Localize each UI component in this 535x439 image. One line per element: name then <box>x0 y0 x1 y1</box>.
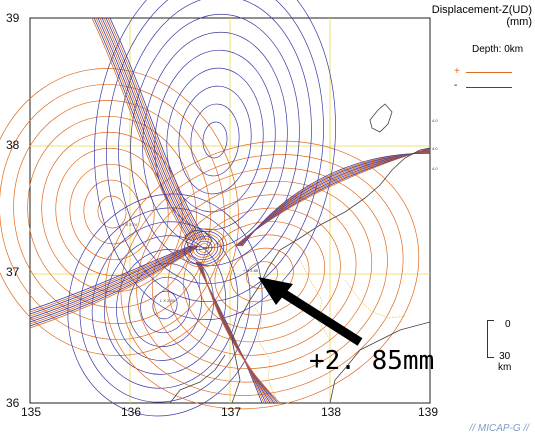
contour-line <box>201 261 281 404</box>
contour-loop <box>104 140 420 410</box>
contour-loop <box>118 0 312 285</box>
svg-text:4.0: 4.0 <box>432 118 438 123</box>
contour-loop <box>97 195 127 229</box>
contour-loop <box>67 193 263 417</box>
contour-line <box>95 17 193 241</box>
contour-loop <box>120 154 404 396</box>
contour-line <box>29 245 194 317</box>
legend-positive-symbol: + <box>454 66 460 77</box>
lon-tick-137: 137 <box>221 405 242 419</box>
contour-loop <box>79 207 251 403</box>
contour-loop <box>106 0 324 303</box>
legend-title-unit: (mm) <box>506 16 532 28</box>
max-displacement-callout: +2. 85mm <box>309 346 435 376</box>
contour-loop <box>195 240 213 256</box>
legend-positive-line <box>466 72 512 73</box>
svg-text:4.0: 4.0 <box>432 166 438 171</box>
scale-bar <box>487 320 494 358</box>
coastline <box>169 103 431 404</box>
lat-tick-39: 39 <box>6 11 20 25</box>
contour-line <box>29 245 192 313</box>
contour-loop <box>83 179 141 245</box>
contour-loop <box>192 238 216 258</box>
contour-loop <box>166 67 264 213</box>
contour-loop <box>190 103 240 177</box>
legend-depth: Depth: 0km <box>472 44 524 55</box>
contour-line <box>99 17 197 241</box>
contour-loop <box>41 131 183 293</box>
lon-tick-138: 138 <box>321 405 342 419</box>
contour-loop <box>180 228 228 268</box>
contour-loop <box>69 163 155 261</box>
contour-lines <box>0 0 431 417</box>
contour-loop <box>230 247 294 303</box>
contour-line <box>93 17 191 241</box>
prefecture-borders <box>249 259 406 404</box>
contour-loop <box>0 68 239 356</box>
contour-line <box>29 245 198 325</box>
lon-tick-135: 135 <box>21 405 42 419</box>
callout-arrow <box>258 277 363 346</box>
svg-text:L X 2.85: L X 2.85 <box>160 298 176 303</box>
lat-tick-38: 38 <box>6 138 20 152</box>
footer-brand: // MICAP-G // <box>469 423 529 434</box>
contour-loop <box>140 276 190 334</box>
contour-line <box>109 17 207 241</box>
svg-text:4.0: 4.0 <box>432 146 438 151</box>
contour-line <box>103 17 201 241</box>
contour-line <box>29 245 193 315</box>
contour-line <box>29 245 195 319</box>
contour-loop <box>142 31 288 249</box>
scale-bar-bottom-unit: km <box>498 362 512 373</box>
contour-line <box>105 17 203 241</box>
contour-loop <box>183 207 341 343</box>
scale-bar-top-label: 0 <box>505 319 511 330</box>
contour-line <box>29 245 200 329</box>
contour-line <box>241 152 431 247</box>
contour-line <box>101 17 199 241</box>
contour-loop <box>136 167 388 383</box>
contour-loop <box>202 121 228 159</box>
legend-negative-line <box>466 87 512 88</box>
scale-bar-bottom-value: 30 <box>499 351 511 362</box>
contour-loop <box>167 194 357 356</box>
legend-negative-symbol: - <box>454 80 458 91</box>
lon-tick-136: 136 <box>121 405 142 419</box>
legend-title-main: Displacement-Z(UD) <box>431 4 532 16</box>
svg-text:+ X 2.85: + X 2.85 <box>243 268 259 273</box>
contour-loop <box>183 230 225 266</box>
contour-line <box>107 17 205 241</box>
lat-tick-36: 36 <box>6 396 20 410</box>
contour-loop <box>94 0 336 320</box>
contour-loop <box>214 234 310 316</box>
scale-bar-bottom-label: 30 km <box>498 351 511 373</box>
contour-line <box>29 245 191 311</box>
contour-loop <box>198 221 326 329</box>
contour-loop <box>130 13 300 267</box>
contour-loop <box>178 85 252 195</box>
contour-line <box>97 17 195 241</box>
legend-title: Displacement-Z(UD) (mm) <box>430 4 532 28</box>
station-markers: + X 2.74 L X 2.85 + X 2.85 4.0 4.0 4.0 <box>122 118 438 303</box>
contour-loop <box>186 233 222 263</box>
contour-line <box>29 245 199 327</box>
lat-tick-37: 37 <box>6 265 20 279</box>
contour-loop <box>13 100 211 324</box>
contour-loop <box>151 180 373 370</box>
contour-line <box>91 17 189 241</box>
contour-loop <box>128 263 202 347</box>
lon-tick-139: 139 <box>418 405 439 419</box>
contour-line <box>29 245 196 321</box>
svg-text:+ X 2.74: + X 2.74 <box>122 222 138 227</box>
contour-line <box>29 245 197 323</box>
contour-loop <box>189 235 219 261</box>
